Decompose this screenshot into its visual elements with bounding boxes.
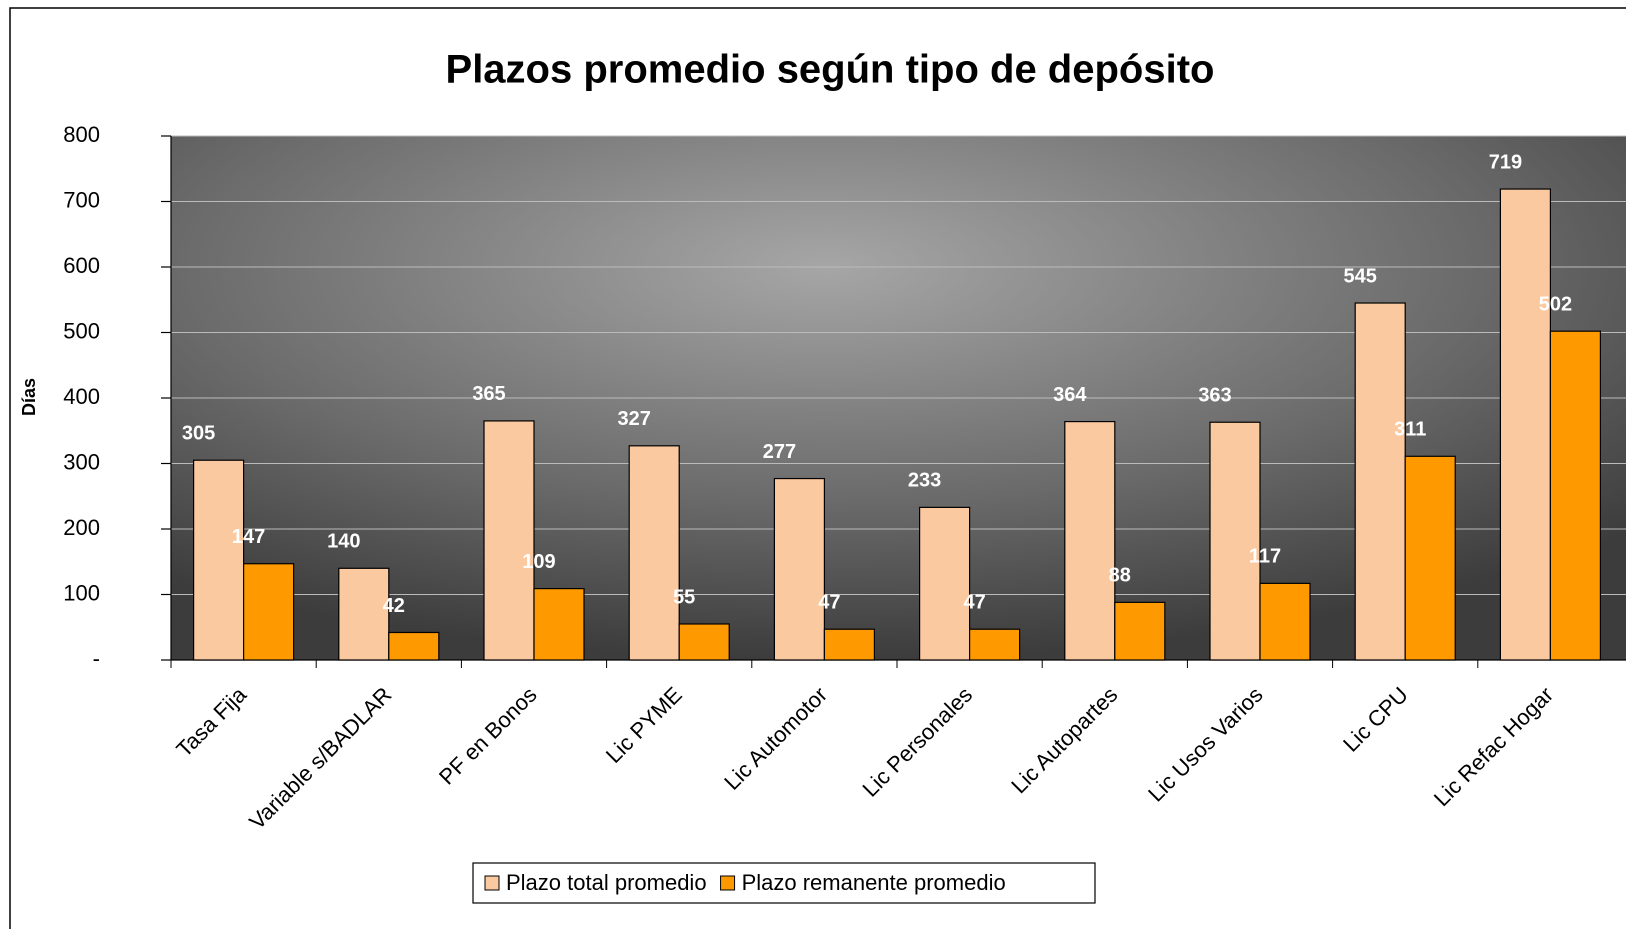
legend-label: Plazo remanente promedio	[742, 870, 1006, 895]
bar	[193, 459, 245, 661]
legend-label: Plazo total promedio	[506, 870, 707, 895]
y-tick-label: 100	[63, 580, 100, 605]
bar	[1404, 455, 1456, 661]
bar	[1209, 421, 1261, 661]
bar	[1259, 582, 1311, 661]
bar	[1114, 601, 1166, 661]
bar	[773, 477, 826, 661]
value-label: 327	[618, 408, 651, 430]
bar	[678, 623, 730, 661]
y-tick-label: 200	[63, 515, 100, 540]
bar	[1064, 420, 1116, 661]
value-label: 88	[1109, 565, 1131, 587]
value-label: 47	[818, 591, 840, 613]
bar	[483, 420, 535, 661]
y-tick-label: -	[93, 646, 100, 671]
value-label: 277	[763, 441, 796, 463]
value-label: 233	[908, 470, 941, 492]
bar	[1354, 302, 1406, 661]
legend-swatch	[720, 875, 736, 891]
value-label: 47	[963, 591, 985, 613]
y-tick-label: 700	[63, 187, 100, 212]
value-label: 502	[1539, 293, 1572, 315]
value-label: 719	[1489, 151, 1522, 173]
value-label: 545	[1344, 265, 1377, 287]
y-tick-label: 500	[63, 318, 100, 343]
value-label: 365	[472, 383, 505, 405]
y-axis-label: Días	[19, 378, 39, 416]
bar	[1499, 188, 1552, 661]
y-tick-label: 400	[63, 384, 100, 409]
value-label: 305	[182, 423, 215, 445]
bar	[1549, 330, 1602, 661]
value-label: 140	[327, 531, 360, 553]
value-label: 147	[232, 526, 265, 548]
legend	[472, 862, 1096, 904]
y-tick-label: 300	[63, 449, 100, 474]
value-label: 311	[1394, 419, 1426, 441]
value-label: 55	[673, 586, 695, 608]
value-label: 42	[383, 595, 405, 617]
y-tick-label: 800	[63, 122, 100, 147]
bar	[628, 445, 680, 661]
chart-title: Plazos promedio según tipo de depósito	[446, 48, 1215, 92]
bar	[533, 588, 585, 661]
value-label: 117	[1249, 546, 1281, 568]
legend-swatch	[484, 875, 500, 891]
value-label: 109	[522, 551, 555, 573]
value-label: 363	[1198, 385, 1231, 407]
bar	[968, 628, 1021, 661]
bar	[388, 631, 440, 661]
bar	[823, 628, 876, 661]
bar	[338, 567, 390, 661]
value-label: 364	[1053, 384, 1087, 406]
bar	[243, 563, 295, 661]
y-tick-label: 600	[63, 253, 100, 278]
bar	[918, 506, 971, 661]
